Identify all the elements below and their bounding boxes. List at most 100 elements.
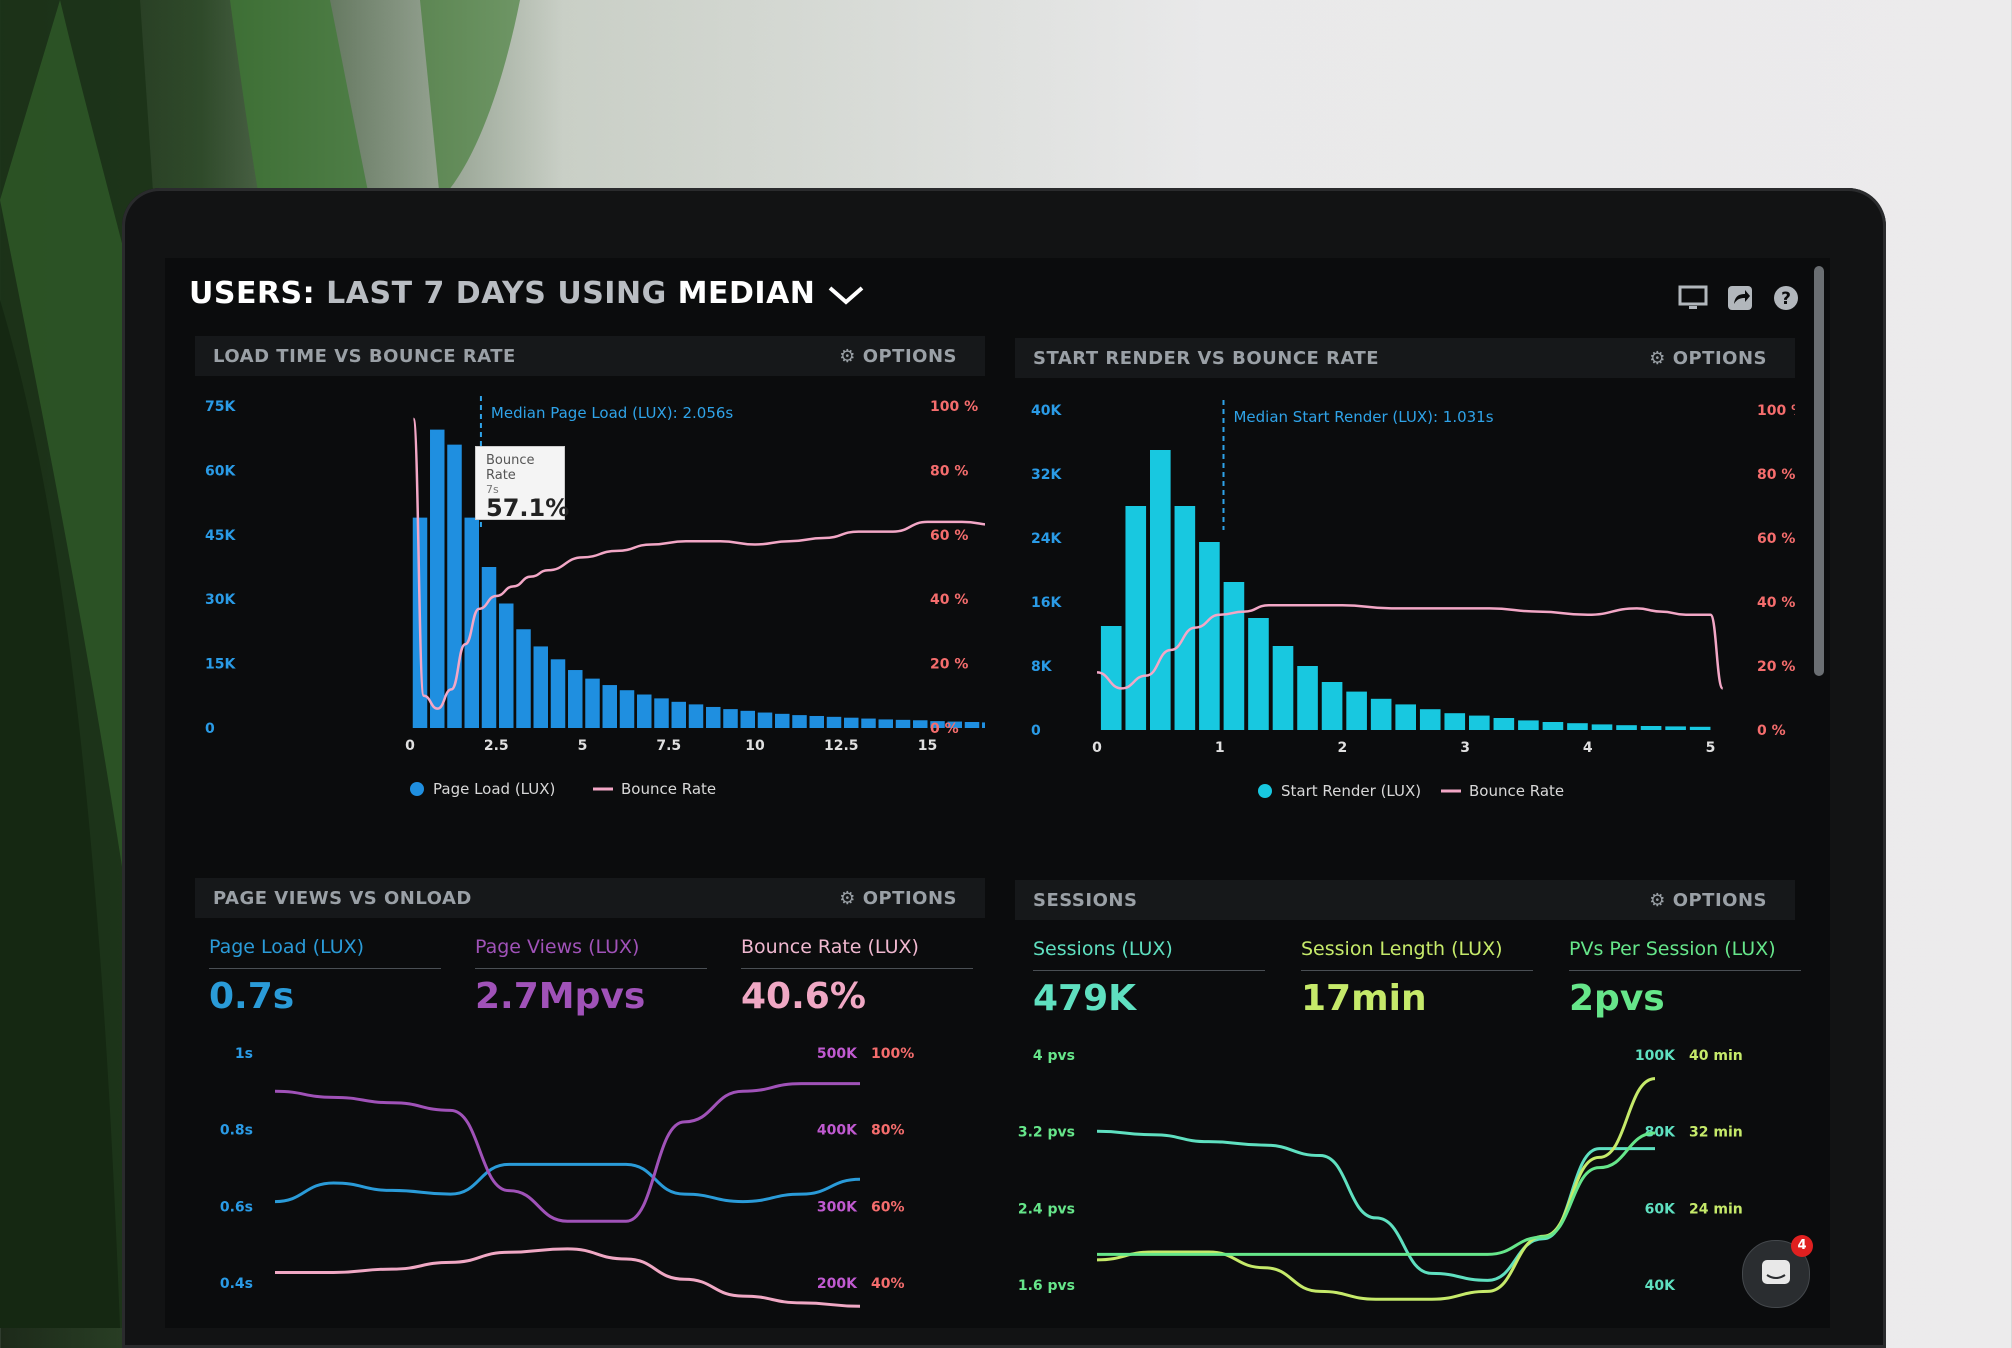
x-tick-label: 2 <box>1338 740 1348 756</box>
metric-divider <box>1033 970 1265 971</box>
metric-bounce-rate-value: 40.6% <box>741 976 866 1017</box>
bar <box>1199 542 1220 730</box>
bar <box>602 685 617 728</box>
y-tick-label: 15K <box>205 657 236 673</box>
page-title[interactable]: USERS: LAST 7 DAYS USING MEDIAN <box>189 276 866 311</box>
chat-icon <box>1762 1260 1790 1284</box>
series-line <box>274 1082 860 1223</box>
panel-page-views: PAGE VIEWS VS ONLOAD ⚙ OPTIONS Page Load… <box>195 878 985 1328</box>
tooltip-sub: 7s <box>486 483 499 496</box>
y2-tick-label: 80K <box>1645 1125 1676 1141</box>
metric-page-load-label: Page Load (LUX) <box>209 936 365 958</box>
bar <box>1248 618 1269 730</box>
bar <box>1689 726 1711 730</box>
bar <box>792 715 807 728</box>
panel-title: LOAD TIME VS BOUNCE RATE <box>213 346 516 367</box>
tooltip-value: 57.1% <box>486 494 570 522</box>
bar <box>1469 715 1490 730</box>
y-tick-label: 0.4s <box>220 1276 253 1292</box>
y-tick-label: 40K <box>1031 403 1062 419</box>
bar <box>1150 450 1171 730</box>
y-tick-label: 0 <box>1031 723 1041 739</box>
x-tick-label: 12.5 <box>824 738 859 754</box>
bar <box>1616 725 1637 730</box>
legend-label: Bounce Rate <box>621 780 716 798</box>
bar <box>1174 506 1196 730</box>
y2-tick-label: 40 % <box>1757 595 1795 611</box>
bar <box>930 721 945 728</box>
metric-bounce-rate-label: Bounce Rate (LUX) <box>741 936 919 958</box>
metric-page-views-value: 2.7Mpvs <box>475 976 646 1017</box>
y-tick-label: 1s <box>235 1046 253 1062</box>
series-line <box>1097 1131 1656 1256</box>
metric-session-length-value: 17min <box>1301 978 1427 1019</box>
options-button[interactable]: ⚙ OPTIONS <box>1649 890 1767 911</box>
load-time-chart: 0 15K 30K 45K 60K 75K 0 % 20 % 40 % 60 % 80 % 100 %… <box>205 396 985 798</box>
series-line <box>274 1162 861 1204</box>
title-median: MEDIAN <box>677 276 816 311</box>
median-label: Median Page Load (LUX): 2.056s <box>491 404 733 422</box>
panel-title: START RENDER VS BOUNCE RATE <box>1033 348 1380 369</box>
options-label: OPTIONS <box>1672 890 1767 911</box>
y-tick-label: 0.6s <box>220 1199 253 1215</box>
scrollbar[interactable] <box>1814 266 1824 676</box>
y2-tick-label: 300K <box>817 1199 858 1215</box>
y-tick-label: 3.2 pvs <box>1018 1125 1075 1141</box>
bar <box>1591 724 1613 730</box>
chat-button[interactable]: 4 <box>1742 1235 1813 1308</box>
y3-tick-label: 24 min <box>1689 1201 1743 1217</box>
chevron-down-icon[interactable] <box>826 283 866 307</box>
y2-tick-label: 500K <box>817 1046 858 1062</box>
monitor-icon[interactable] <box>1678 284 1708 312</box>
y3-tick-label: 100% <box>871 1046 914 1062</box>
chat-badge: 4 <box>1791 1235 1813 1257</box>
y-tick-label: 2.4 pvs <box>1018 1201 1075 1217</box>
x-tick-label: 7.5 <box>656 738 681 754</box>
metric-sessions-value: 479K <box>1033 978 1137 1019</box>
y-tick-label: 8K <box>1031 659 1053 675</box>
options-button[interactable]: ⚙ OPTIONS <box>839 888 957 909</box>
bar <box>430 429 445 728</box>
bar <box>757 712 773 728</box>
dashboard-screen: USERS: LAST 7 DAYS USING MEDIAN ? LOAD T… <box>165 258 1830 1328</box>
bar <box>1125 506 1147 730</box>
options-label: OPTIONS <box>862 346 957 367</box>
y3-tick-label: 40% <box>871 1276 905 1292</box>
x-tick-label: 10 <box>745 738 765 754</box>
tooltip-title: Bounce Rate <box>486 453 535 483</box>
y2-tick-label: 100 % <box>930 399 978 415</box>
legend-label: Page Load (LUX) <box>433 780 555 798</box>
panel-header: SESSIONS ⚙ OPTIONS <box>1015 880 1795 920</box>
bar <box>1272 646 1294 730</box>
bar <box>654 698 669 728</box>
y-tick-label: 30K <box>205 592 236 608</box>
bar <box>1518 720 1539 730</box>
bar <box>688 704 704 728</box>
bar <box>1370 698 1392 730</box>
bar <box>844 717 859 728</box>
bar <box>1395 704 1416 730</box>
x-tick-label: 3 <box>1460 740 1470 756</box>
bar <box>671 701 686 728</box>
title-range: LAST 7 DAYS <box>326 276 547 311</box>
y-tick-label: 1.6 pvs <box>1018 1278 1075 1294</box>
options-button[interactable]: ⚙ OPTIONS <box>1649 348 1767 369</box>
x-tick-label: 1 <box>1215 740 1225 756</box>
y2-tick-label: 20 % <box>1757 659 1795 675</box>
bar <box>585 678 600 728</box>
bar <box>1346 691 1367 730</box>
metric-pvs-value: 2pvs <box>1569 978 1665 1019</box>
metric-session-length-label: Session Length (LUX) <box>1301 938 1503 960</box>
panel-header: LOAD TIME VS BOUNCE RATE ⚙ OPTIONS <box>195 336 985 376</box>
title-users: USERS: <box>189 276 316 311</box>
options-button[interactable]: ⚙ OPTIONS <box>839 346 957 367</box>
help-icon[interactable]: ? <box>1772 284 1800 312</box>
y-tick-label: 0.8s <box>220 1123 253 1139</box>
svg-text:?: ? <box>1781 289 1791 309</box>
y-tick-label: 60K <box>205 463 236 479</box>
y2-tick-label: 20 % <box>930 657 968 673</box>
y2-tick-label: 80 % <box>930 463 968 479</box>
bar <box>982 722 985 728</box>
share-icon[interactable] <box>1726 284 1754 312</box>
bar <box>706 706 721 728</box>
